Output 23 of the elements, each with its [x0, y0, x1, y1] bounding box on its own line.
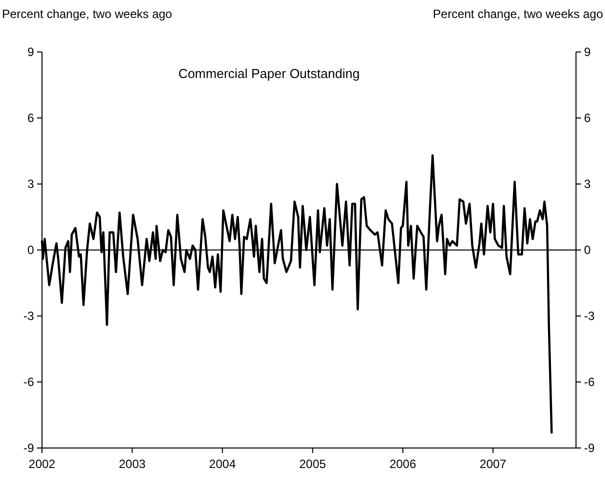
y-tick-label: -3: [23, 309, 34, 324]
x-tick-label: 2007: [480, 457, 507, 471]
y2-tick-label: -3: [584, 309, 595, 324]
y2-tick-label: -9: [584, 441, 595, 456]
y2-tick-label: -6: [584, 375, 595, 390]
y-tick-label: -6: [23, 375, 34, 390]
y-tick-label: -9: [23, 441, 34, 456]
x-tick-label: 2005: [299, 457, 326, 471]
y-axis-title: Percent change, two weeks ago: [2, 7, 172, 21]
x-tick-label: 2002: [28, 457, 56, 471]
y-tick-label: 3: [27, 177, 34, 192]
text: Commercial Paper Outstanding: [178, 66, 360, 81]
y-tick-label: 6: [27, 111, 34, 126]
y2-tick-label: 3: [584, 177, 591, 192]
x-tick-label: 2003: [118, 457, 146, 471]
y2-tick-label: 9: [584, 45, 591, 60]
y-tick-label: 9: [27, 45, 34, 60]
y2-tick-label: 6: [584, 111, 591, 126]
x-tick-label: 2004: [209, 457, 236, 471]
x-tick-label: 2006: [389, 457, 416, 471]
y2-axis-title: Percent change, two weeks ago: [432, 7, 604, 21]
y2-tick-label: 0: [584, 243, 591, 258]
y-tick-label: 0: [27, 243, 34, 258]
